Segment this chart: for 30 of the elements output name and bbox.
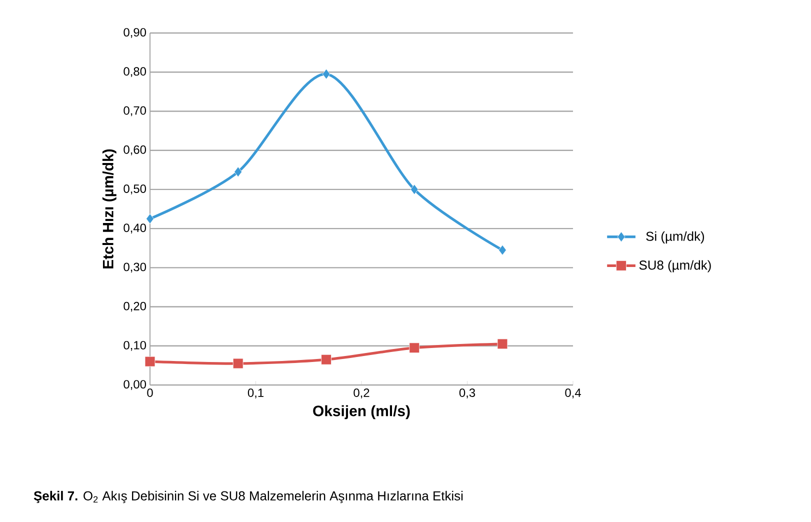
x-tick-label: 0,1 — [248, 388, 264, 398]
point — [409, 342, 420, 354]
y-tick-label: 0,60 — [124, 145, 146, 156]
y-tick-label: 0,80 — [124, 67, 146, 78]
point — [234, 166, 242, 178]
y-axis-title: Etch Hızı (µm/dk) — [102, 149, 116, 268]
x-tick-label: 0,3 — [459, 388, 476, 398]
point — [232, 358, 244, 369]
point — [146, 214, 154, 224]
y-tick-label: 0,10 — [124, 340, 146, 351]
point — [144, 356, 156, 367]
x-tick-label: 0,4 — [565, 388, 581, 398]
text: Şekil 7. O$_{2}$ Akış Debisinin Si ve SU8 Malzemelerin Aşınma Hızlarına Etkisi — [34, 490, 463, 504]
y-tick-label: 0,50 — [124, 184, 146, 194]
point — [321, 354, 332, 365]
point — [497, 338, 508, 350]
legend-label: SU8 (µm/dk) — [639, 260, 711, 272]
point — [410, 184, 418, 195]
y-tick-label: 0,20 — [124, 302, 146, 312]
y-tick-label: 0,90 — [124, 28, 146, 38]
point — [322, 68, 330, 80]
x-axis-title: Oksijen (ml/s) — [313, 405, 410, 420]
y-tick-label: 0,70 — [124, 106, 146, 116]
y-tick-label: 0,40 — [124, 224, 146, 234]
x-tick-label: 0,2 — [354, 388, 370, 398]
legend-label: Si (µm/dk) — [646, 231, 704, 244]
point — [498, 244, 506, 256]
x-tick-label: 0 — [147, 388, 153, 397]
y-tick-label: 0,30 — [124, 262, 146, 273]
y-tick-label: 0,00 — [124, 380, 146, 390]
